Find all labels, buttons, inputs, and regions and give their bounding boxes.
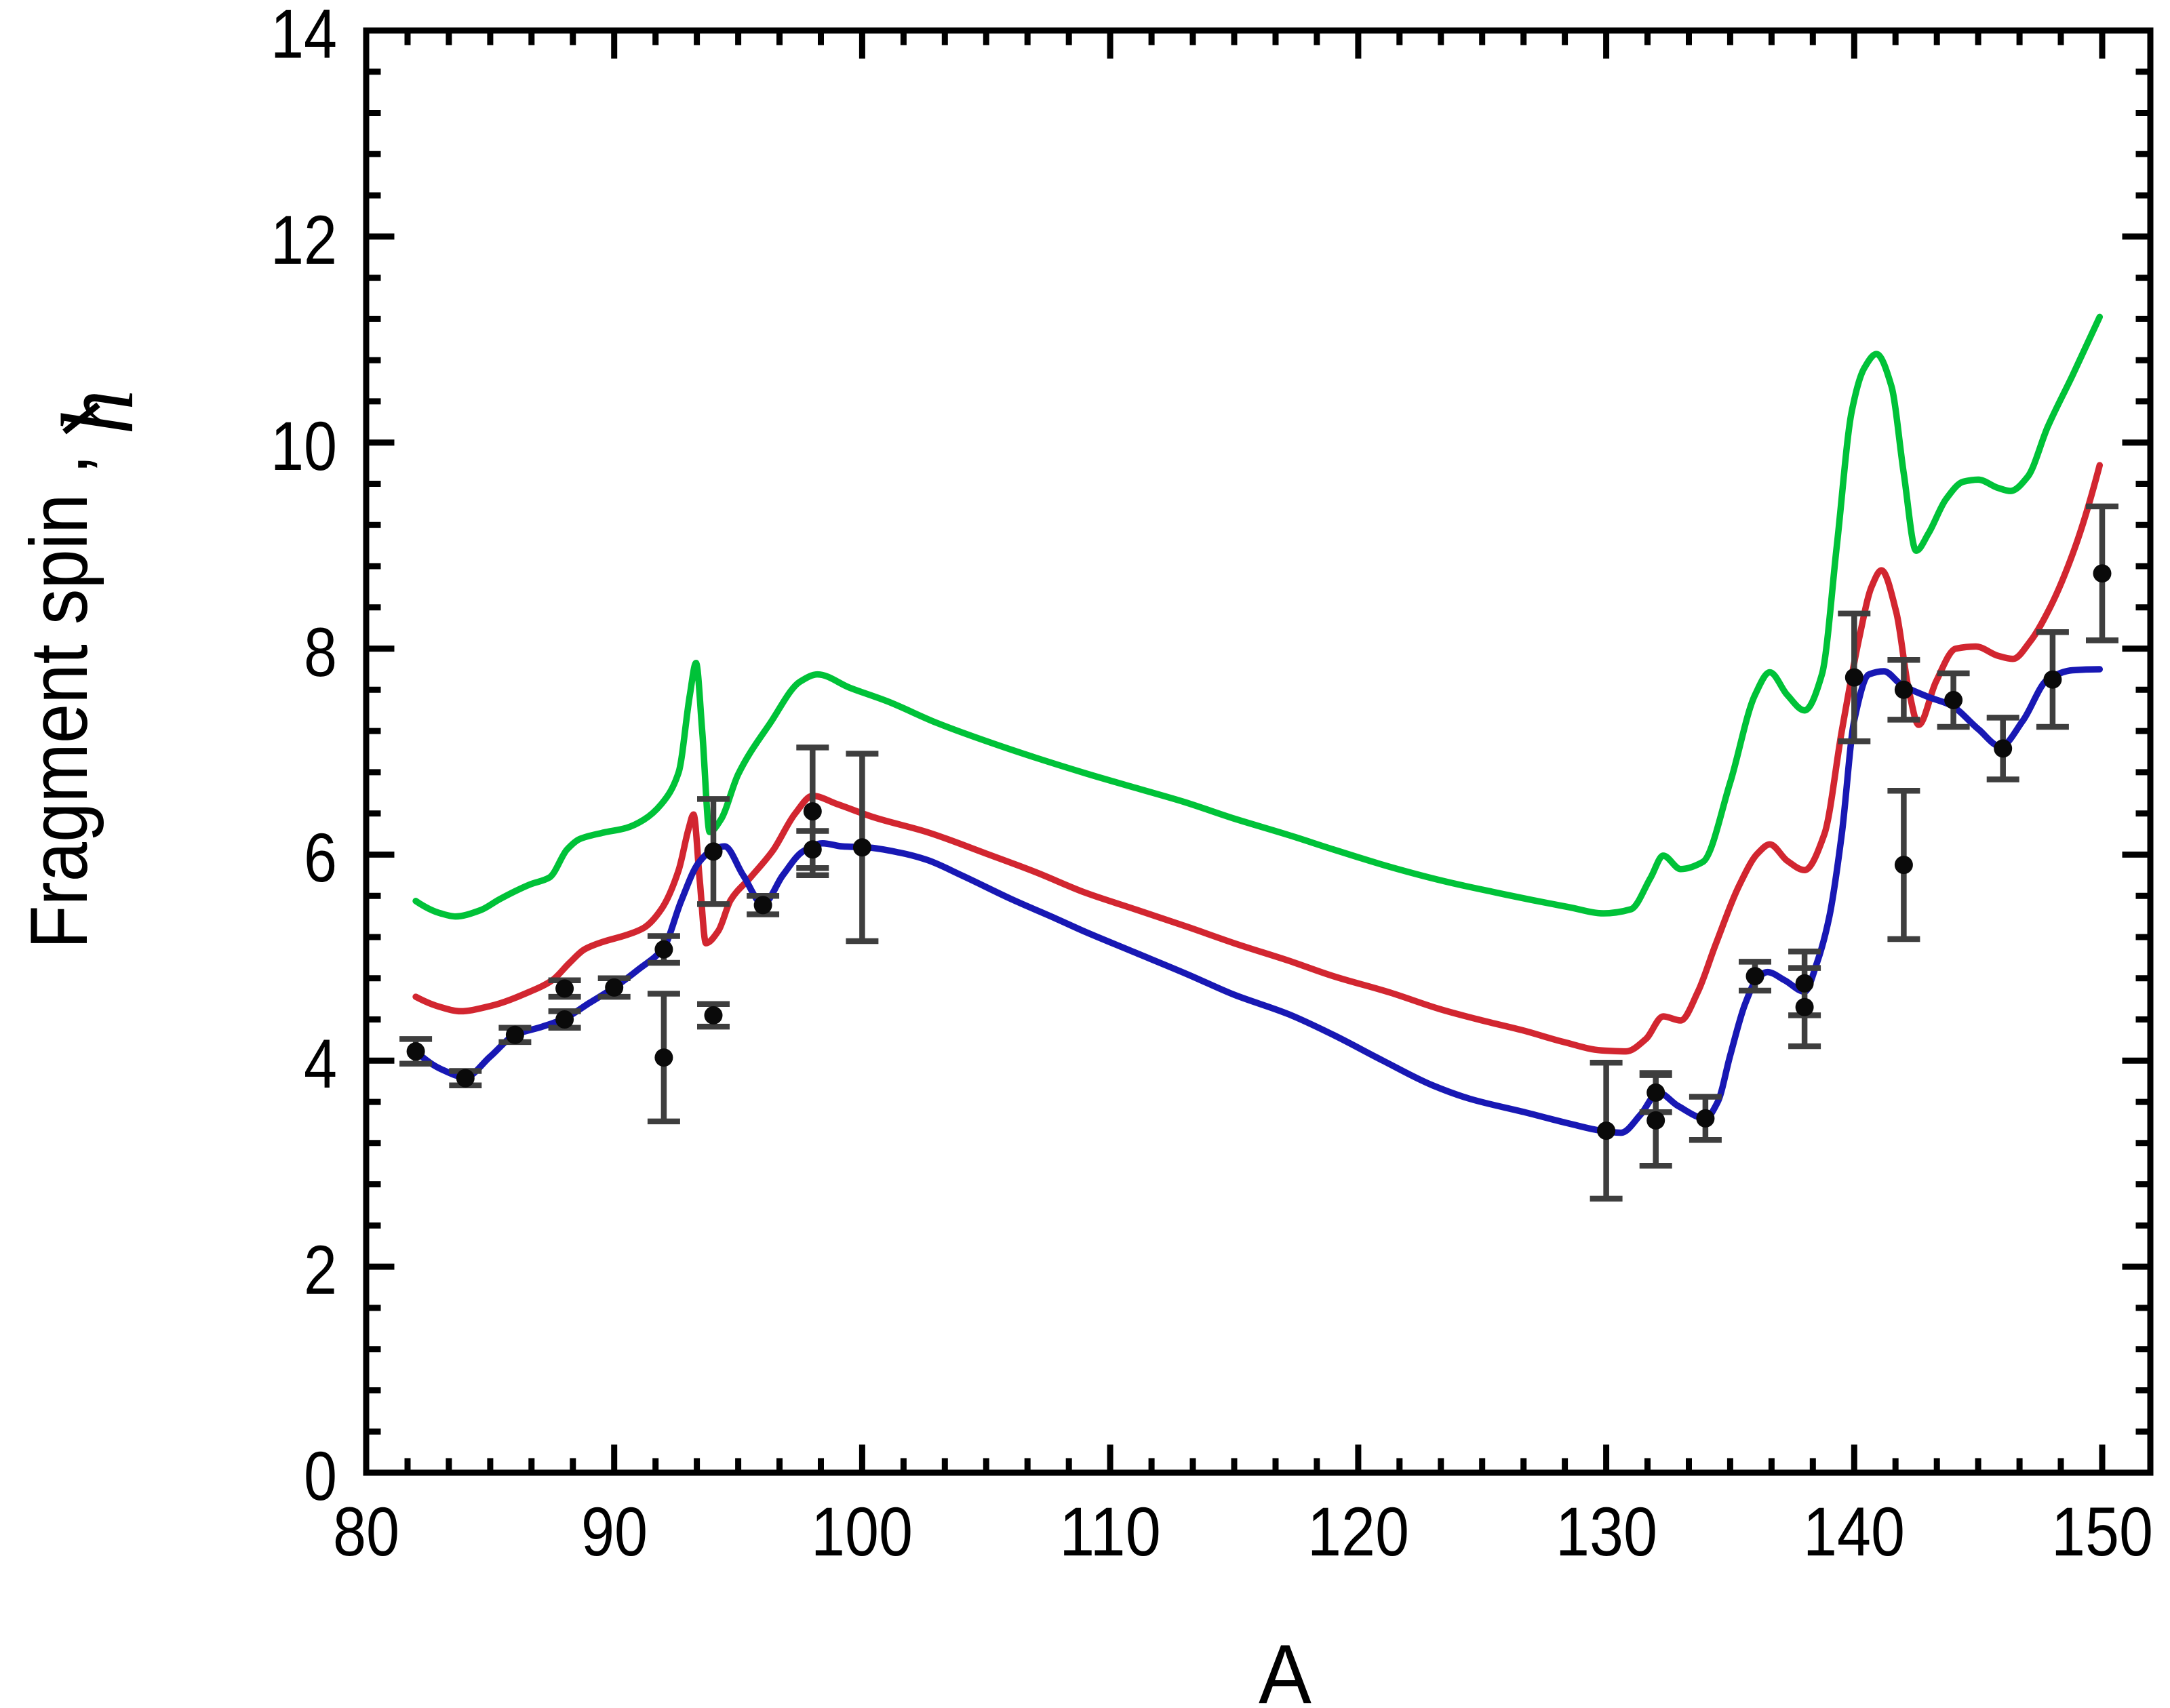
svg-text:2: 2 — [304, 1231, 337, 1309]
svg-text:150: 150 — [2051, 1493, 2153, 1570]
svg-text:90: 90 — [581, 1493, 648, 1570]
svg-text:110: 110 — [1059, 1493, 1161, 1570]
svg-text:100: 100 — [811, 1493, 913, 1570]
svg-text:12: 12 — [271, 201, 337, 279]
svg-text:4: 4 — [304, 1025, 337, 1103]
svg-text:8: 8 — [304, 614, 337, 691]
svg-text:0: 0 — [304, 1437, 337, 1515]
svg-text:120: 120 — [1307, 1493, 1409, 1570]
svg-text:6: 6 — [304, 819, 337, 896]
svg-text:A: A — [1259, 1628, 1311, 1708]
svg-text:10: 10 — [271, 408, 337, 485]
svg-text:80: 80 — [333, 1493, 399, 1570]
svg-text:14: 14 — [271, 0, 337, 73]
svg-text:140: 140 — [1803, 1493, 1905, 1570]
svg-text:130: 130 — [1556, 1493, 1657, 1570]
